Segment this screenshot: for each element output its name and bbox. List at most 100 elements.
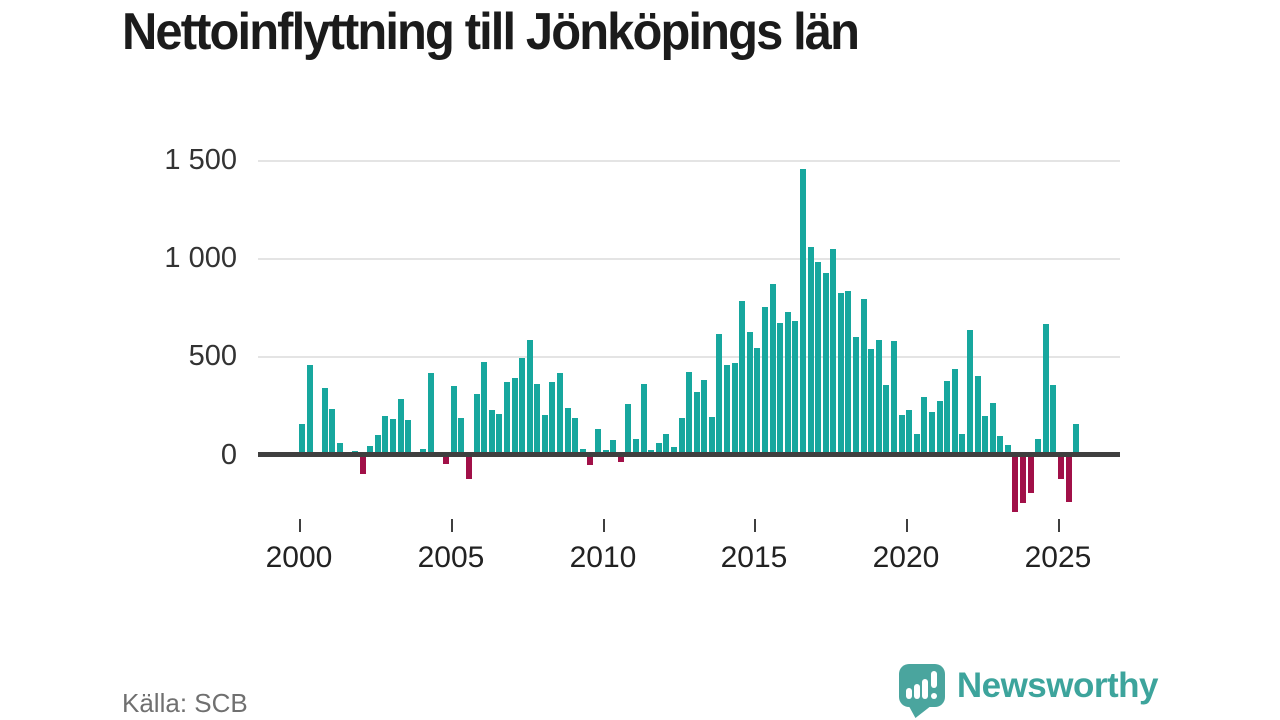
x-axis-tick <box>603 519 605 532</box>
bar <box>709 417 715 455</box>
bar <box>405 420 411 455</box>
bar <box>337 443 343 455</box>
bar <box>777 323 783 455</box>
bar <box>458 418 464 455</box>
bar <box>671 447 677 455</box>
bar <box>747 332 753 455</box>
bar <box>724 365 730 455</box>
bar <box>625 404 631 455</box>
bar <box>982 416 988 455</box>
y-axis-label: 1 500 <box>164 144 237 176</box>
bar <box>952 369 958 455</box>
x-axis-tick <box>299 519 301 532</box>
bar <box>815 262 821 455</box>
bar <box>686 372 692 455</box>
bar <box>496 414 502 455</box>
bar <box>1073 424 1079 455</box>
bar <box>549 382 555 455</box>
bar <box>808 247 814 455</box>
bar <box>754 348 760 455</box>
bar <box>937 401 943 455</box>
bar <box>694 392 700 455</box>
brand-wordmark: Newsworthy <box>956 665 1159 705</box>
bar <box>1020 455 1026 503</box>
bar <box>534 384 540 455</box>
bar <box>504 382 510 455</box>
bar <box>390 419 396 455</box>
bar <box>861 299 867 455</box>
bar <box>975 376 981 455</box>
bar <box>739 301 745 455</box>
bar <box>732 363 738 455</box>
logo-mini-bar-icon <box>921 679 928 699</box>
bar <box>891 341 897 455</box>
bar <box>382 416 388 455</box>
y-axis-label: 0 <box>220 439 237 471</box>
bar <box>1066 455 1072 502</box>
bar <box>868 349 874 455</box>
bar <box>990 403 996 455</box>
bar <box>959 434 965 455</box>
bar <box>921 397 927 455</box>
gridline-500 <box>258 356 1120 358</box>
bar <box>610 440 616 455</box>
bar <box>443 455 449 464</box>
bar <box>595 429 601 455</box>
bar <box>633 439 639 455</box>
bar <box>481 362 487 455</box>
bar <box>527 340 533 455</box>
bar <box>823 273 829 455</box>
bar <box>451 386 457 455</box>
logo-mini-bar-icon <box>913 684 920 699</box>
bar <box>899 415 905 455</box>
bar <box>853 337 859 455</box>
x-axis-tick <box>1058 519 1060 532</box>
bar <box>716 334 722 455</box>
bar <box>1058 455 1064 479</box>
x-axis-label: 2005 <box>417 541 485 574</box>
x-axis-tick <box>906 519 908 532</box>
newsworthy-logo-icon <box>898 664 945 718</box>
bar <box>997 436 1003 455</box>
bar <box>466 455 472 479</box>
x-axis-label: 2015 <box>720 541 788 574</box>
bar <box>701 380 707 455</box>
x-axis-tick <box>451 519 453 532</box>
bar <box>906 410 912 455</box>
bar <box>329 409 335 455</box>
x-axis-label: 2000 <box>265 541 333 574</box>
bar <box>656 443 662 455</box>
bar <box>474 394 480 455</box>
bar <box>618 455 624 462</box>
bar <box>1028 455 1034 493</box>
x-axis-label: 2020 <box>872 541 940 574</box>
bar <box>587 455 593 465</box>
bar <box>762 307 768 455</box>
gridline-1500 <box>258 160 1120 162</box>
bar <box>883 385 889 455</box>
bar <box>512 378 518 455</box>
bar <box>663 434 669 455</box>
bar <box>572 418 578 455</box>
bar <box>1005 445 1011 455</box>
x-axis-label: 2010 <box>569 541 637 574</box>
chart-title: Nettoinflyttning till Jönköpings län <box>122 3 860 61</box>
bar <box>944 381 950 455</box>
bar <box>914 434 920 455</box>
bar <box>1012 455 1018 512</box>
bar <box>1035 439 1041 455</box>
bar <box>299 424 305 455</box>
bar <box>428 373 434 455</box>
x-axis-tick <box>754 519 756 532</box>
bar <box>489 410 495 455</box>
bar <box>929 412 935 455</box>
bar <box>307 365 313 455</box>
bar <box>838 293 844 455</box>
bar <box>565 408 571 455</box>
bar <box>519 358 525 455</box>
x-axis-label: 2025 <box>1024 541 1092 574</box>
bar <box>876 340 882 455</box>
bar <box>542 415 548 455</box>
bar <box>367 446 373 455</box>
